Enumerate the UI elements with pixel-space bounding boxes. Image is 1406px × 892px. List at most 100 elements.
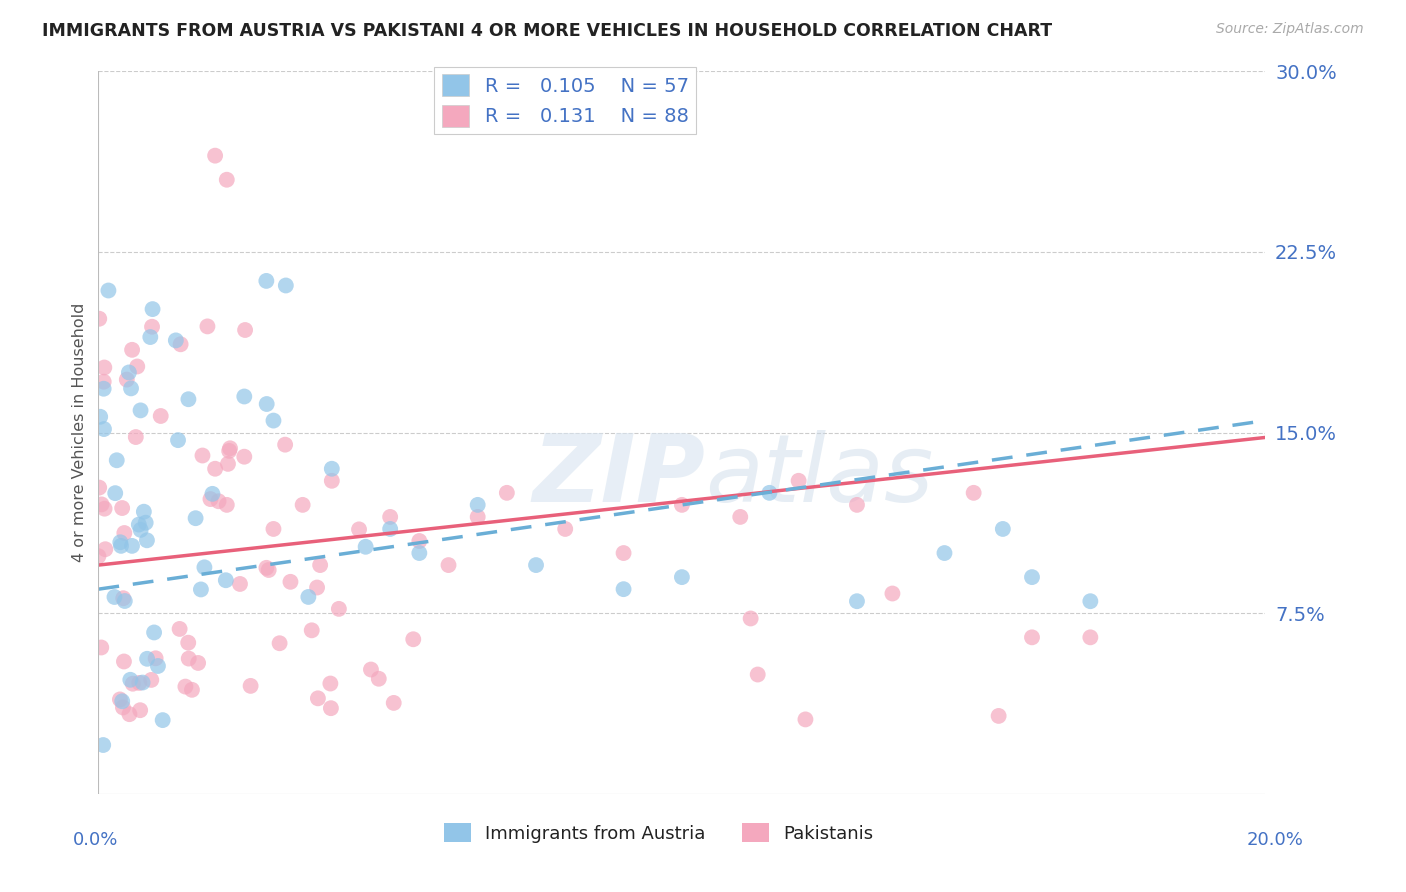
- Point: [309, 558, 332, 573]
- Point: [319, 676, 342, 690]
- Point: [1080, 594, 1102, 608]
- Point: [262, 414, 284, 428]
- Point: [612, 546, 634, 560]
- Text: Source: ZipAtlas.com: Source: ZipAtlas.com: [1216, 22, 1364, 37]
- Point: [94, 542, 117, 557]
- Point: [204, 148, 226, 162]
- Point: [347, 522, 370, 536]
- Point: [274, 438, 297, 452]
- Point: [437, 558, 460, 573]
- Point: [254, 561, 277, 575]
- Point: [382, 696, 405, 710]
- Point: [354, 540, 377, 554]
- Point: [187, 656, 209, 670]
- Point: [136, 533, 159, 548]
- Point: [112, 526, 135, 541]
- Point: [328, 602, 350, 616]
- Point: [111, 700, 134, 714]
- Point: [380, 522, 402, 536]
- Point: [554, 522, 576, 536]
- Point: [402, 632, 425, 647]
- Point: [129, 403, 152, 417]
- Point: [177, 651, 200, 665]
- Point: [184, 511, 207, 525]
- Point: [217, 457, 239, 471]
- Point: [239, 679, 262, 693]
- Point: [146, 659, 169, 673]
- Point: [152, 713, 174, 727]
- Point: [121, 539, 143, 553]
- Point: [934, 546, 956, 560]
- Point: [111, 501, 134, 516]
- Point: [991, 522, 1014, 536]
- Point: [301, 624, 323, 638]
- Point: [149, 409, 172, 423]
- Point: [118, 366, 141, 380]
- Point: [112, 655, 135, 669]
- Point: [215, 498, 238, 512]
- Point: [319, 701, 342, 715]
- Point: [141, 319, 163, 334]
- Point: [1021, 570, 1043, 584]
- Point: [169, 622, 191, 636]
- Point: [987, 709, 1010, 723]
- Point: [97, 284, 120, 298]
- Point: [671, 570, 693, 584]
- Point: [90, 497, 112, 511]
- Point: [110, 535, 132, 549]
- Y-axis label: 4 or more Vehicles in Household: 4 or more Vehicles in Household: [72, 303, 87, 562]
- Point: [467, 510, 489, 524]
- Point: [177, 392, 200, 407]
- Point: [190, 582, 212, 597]
- Point: [197, 319, 219, 334]
- Point: [177, 635, 200, 649]
- Point: [129, 703, 152, 717]
- Point: [846, 594, 869, 608]
- Point: [233, 389, 256, 403]
- Point: [111, 694, 134, 708]
- Point: [120, 381, 142, 395]
- Point: [321, 474, 343, 488]
- Point: [787, 474, 810, 488]
- Point: [121, 676, 143, 690]
- Point: [256, 397, 278, 411]
- Point: [219, 442, 242, 456]
- Point: [794, 713, 817, 727]
- Point: [169, 337, 191, 351]
- Point: [747, 667, 769, 681]
- Point: [307, 581, 329, 595]
- Point: [730, 510, 752, 524]
- Point: [1021, 630, 1043, 644]
- Point: [91, 738, 114, 752]
- Point: [360, 663, 382, 677]
- Point: [758, 485, 780, 500]
- Point: [145, 651, 167, 665]
- Point: [115, 373, 138, 387]
- Point: [274, 278, 297, 293]
- Point: [127, 359, 149, 374]
- Point: [408, 533, 430, 548]
- Point: [233, 323, 256, 337]
- Point: [307, 691, 329, 706]
- Point: [165, 334, 187, 348]
- Point: [215, 172, 238, 186]
- Point: [193, 560, 215, 574]
- Point: [120, 673, 142, 687]
- Point: [93, 360, 115, 375]
- Point: [496, 485, 519, 500]
- Point: [740, 611, 762, 625]
- Point: [114, 594, 136, 608]
- Point: [380, 510, 402, 524]
- Point: [846, 498, 869, 512]
- Point: [167, 433, 190, 447]
- Point: [367, 672, 389, 686]
- Text: atlas: atlas: [706, 431, 934, 522]
- Text: IMMIGRANTS FROM AUSTRIA VS PAKISTANI 4 OR MORE VEHICLES IN HOUSEHOLD CORRELATION: IMMIGRANTS FROM AUSTRIA VS PAKISTANI 4 O…: [42, 22, 1052, 40]
- Point: [612, 582, 634, 596]
- Point: [142, 302, 165, 317]
- Point: [135, 516, 157, 530]
- Point: [121, 343, 143, 357]
- Point: [174, 680, 197, 694]
- Point: [207, 494, 229, 508]
- Point: [108, 692, 131, 706]
